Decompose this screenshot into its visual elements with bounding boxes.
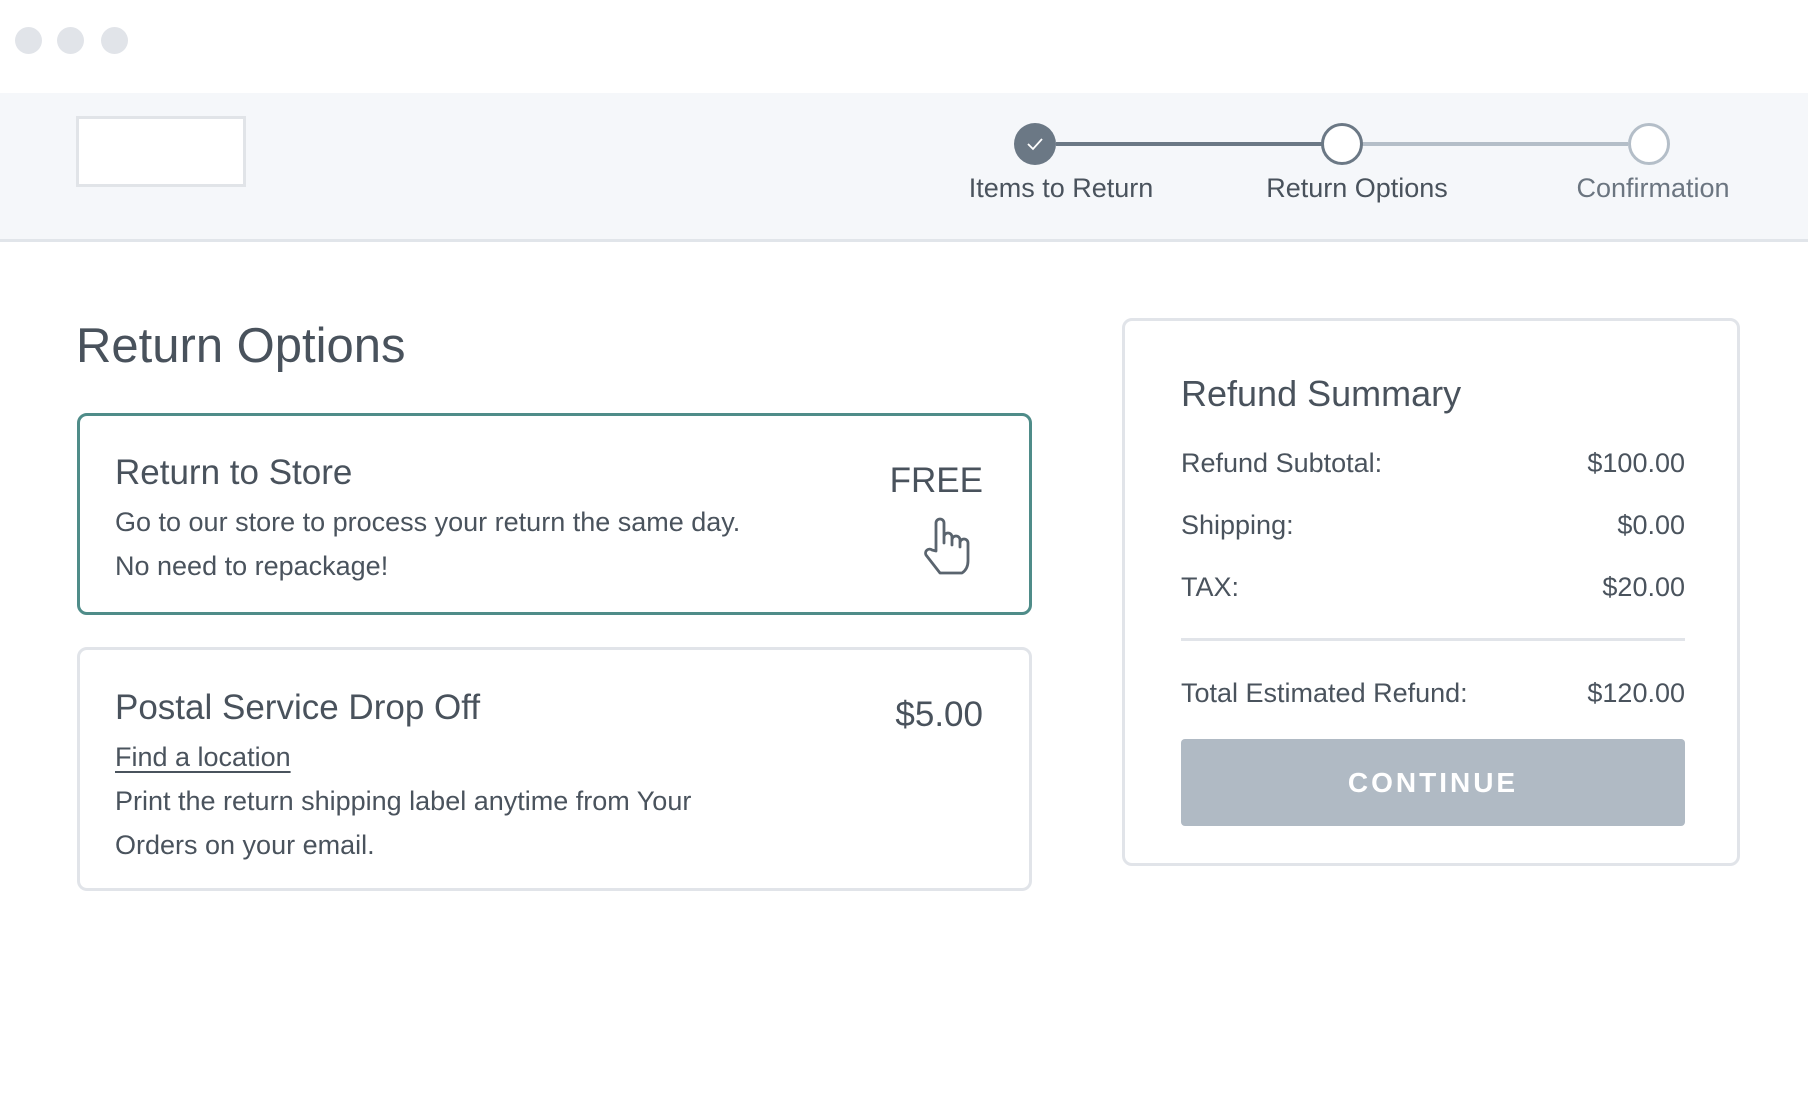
- refund-summary-panel: Refund Summary Refund Subtotal: $100.00 S…: [1122, 318, 1740, 866]
- row-label: Refund Subtotal:: [1181, 448, 1383, 478]
- option-title: Return to Store: [115, 453, 353, 492]
- step-label-items-to-return[interactable]: Items to Return: [968, 173, 1154, 203]
- row-value: $20.00: [1602, 572, 1685, 602]
- summary-row: TAX: $20.00: [1181, 572, 1685, 603]
- option-description-line: Print the return shipping label anytime …: [115, 786, 692, 816]
- step-2-circle: [1321, 123, 1363, 165]
- row-value: $100.00: [1587, 448, 1685, 478]
- option-postal-drop-off[interactable]: Postal Service Drop Off $5.00 Find a loc…: [77, 647, 1032, 891]
- step-connector-pending: [1362, 142, 1628, 146]
- step-label-return-options: Return Options: [1266, 173, 1448, 203]
- step-label-confirmation: Confirmation: [1576, 173, 1730, 203]
- option-price: FREE: [889, 461, 983, 500]
- step-connector-done: [1056, 142, 1322, 146]
- logo-placeholder: [76, 116, 246, 187]
- option-description-line: Orders on your email.: [115, 830, 375, 860]
- header: Items to Return Return Options Confirmat…: [0, 93, 1808, 242]
- option-title: Postal Service Drop Off: [115, 688, 481, 727]
- window-minimize-dot[interactable]: [57, 27, 84, 54]
- row-label: TAX:: [1181, 572, 1240, 602]
- row-value: $0.00: [1617, 510, 1685, 540]
- window-maximize-dot[interactable]: [101, 27, 128, 54]
- total-label: Total Estimated Refund:: [1181, 678, 1468, 708]
- find-location-link[interactable]: Find a location: [115, 742, 291, 772]
- option-description-line: No need to repackage!: [115, 551, 389, 581]
- summary-title: Refund Summary: [1181, 373, 1462, 414]
- summary-row: Refund Subtotal: $100.00: [1181, 448, 1685, 479]
- step-1-circle: [1014, 123, 1056, 165]
- window-close-dot[interactable]: [15, 27, 42, 54]
- summary-divider: [1181, 638, 1685, 641]
- summary-row: Shipping: $0.00: [1181, 510, 1685, 541]
- option-return-to-store[interactable]: Return to Store FREE Go to our store to …: [77, 413, 1032, 615]
- total-value: $120.00: [1587, 678, 1685, 708]
- summary-total-row: Total Estimated Refund: $120.00: [1181, 678, 1685, 709]
- pointer-hand-icon: [924, 517, 970, 575]
- option-description-line: Go to our store to process your return t…: [115, 507, 741, 537]
- page-title: Return Options: [76, 319, 406, 373]
- continue-button[interactable]: CONTINUE: [1181, 739, 1685, 826]
- row-label: Shipping:: [1181, 510, 1294, 540]
- step-3-circle: [1628, 123, 1670, 165]
- check-icon: [1027, 138, 1043, 151]
- option-price: $5.00: [895, 695, 983, 734]
